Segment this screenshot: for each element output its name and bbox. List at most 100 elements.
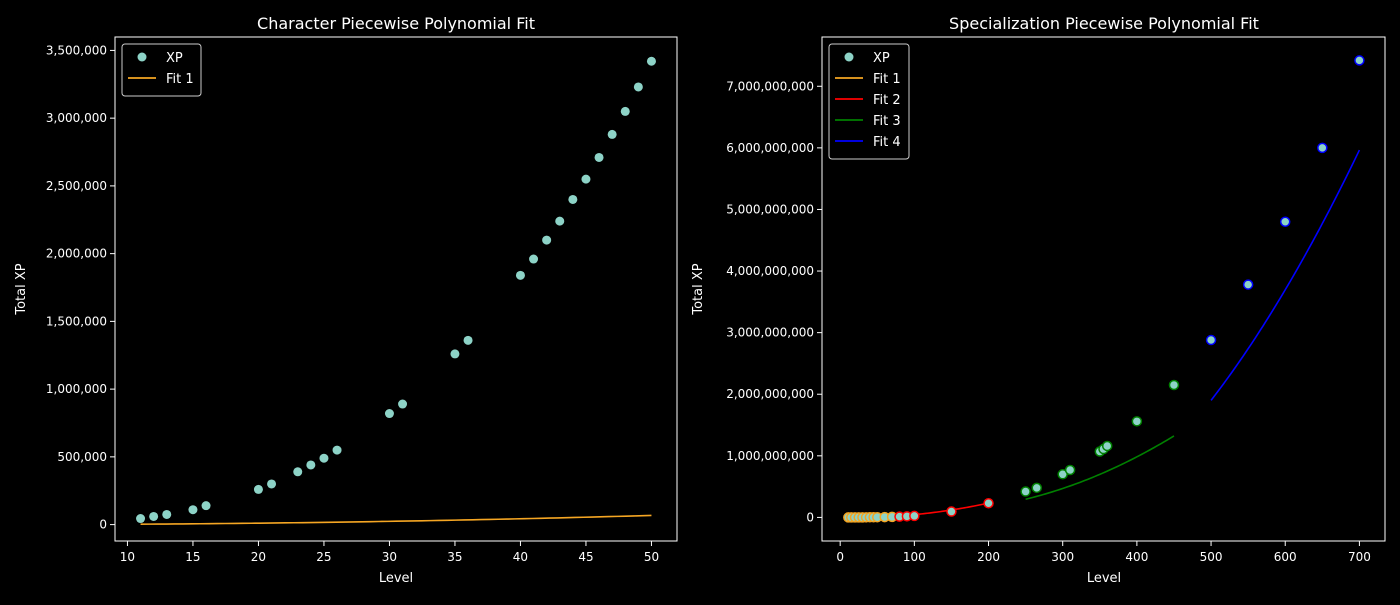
data-point [1205, 334, 1217, 346]
x-tick-label: 500 [1200, 550, 1223, 564]
chart-title: Specialization Piecewise Polynomial Fit [949, 14, 1259, 33]
data-point [450, 349, 460, 359]
data-point [581, 174, 591, 184]
data-point [1020, 486, 1031, 497]
y-tick-label: 0 [99, 518, 107, 532]
data-point [646, 56, 656, 66]
data-point [983, 497, 994, 509]
data-point [1101, 440, 1113, 452]
legend-label-xp: XP [873, 51, 890, 66]
x-tick-label: 30 [382, 550, 397, 564]
specialization-chart: Specialization Piecewise Polynomial Fit … [691, 14, 1386, 586]
fit-line-fit-1 [140, 514, 652, 525]
data-point [568, 194, 578, 204]
x-axis-label: Level [1087, 571, 1121, 586]
fit-line-fit-4 [1210, 149, 1361, 401]
data-point [1064, 464, 1076, 476]
y-tick-label: 1,000,000 [46, 382, 107, 396]
y-tick-label: 0 [806, 510, 814, 524]
x-tick-label: 0 [836, 550, 844, 564]
legend-marker-xp [137, 52, 147, 62]
fit-line-fit-3 [1025, 435, 1175, 501]
x-tick-label: 600 [1274, 550, 1297, 564]
legend-label: Fit 3 [873, 114, 901, 129]
data-point [529, 254, 539, 264]
data-point [188, 505, 198, 515]
x-tick-label: 25 [316, 550, 331, 564]
x-tick-label: 700 [1348, 550, 1371, 564]
y-axis-label: Total XP [691, 263, 706, 315]
character-chart: Character Piecewise Polynomial Fit Level… [14, 14, 678, 586]
data-point [293, 467, 303, 477]
data-point [1242, 279, 1254, 290]
data-point [332, 445, 342, 455]
legend-label: Fit 4 [873, 135, 901, 150]
data-point [594, 152, 604, 162]
x-tick-label: 20 [251, 550, 266, 564]
data-point [1354, 55, 1365, 66]
data-point [607, 129, 617, 139]
x-tick-label: 15 [185, 550, 200, 564]
plot-frame [114, 36, 678, 542]
plot-frame [821, 36, 1386, 542]
y-tick-label: 6,000,000,000 [726, 141, 814, 155]
legend: XP Fit 1 Fit 2 Fit 3 Fit 4 [828, 43, 910, 160]
data-point [384, 409, 394, 419]
data-point [555, 216, 565, 226]
data-point [1031, 482, 1042, 494]
y-tick-label: 500,000 [57, 450, 107, 464]
x-tick-label: 40 [513, 550, 528, 564]
legend-label: Fit 1 [873, 72, 901, 87]
y-tick-label: 4,000,000,000 [726, 264, 814, 278]
data-point [463, 335, 473, 345]
legend-marker-xp [844, 52, 854, 62]
data-point [398, 399, 408, 409]
data-point [633, 82, 643, 92]
x-tick-label: 100 [903, 550, 926, 564]
data-point [1317, 142, 1328, 154]
y-tick-label: 1,000,000,000 [726, 449, 814, 463]
legend-box [828, 43, 910, 160]
y-tick-label: 3,000,000,000 [726, 326, 814, 340]
legend-label: Fit 1 [166, 72, 194, 87]
y-axis-label: Total XP [14, 263, 29, 315]
data-point [542, 235, 552, 245]
y-tick-label: 2,500,000 [46, 179, 107, 193]
data-point [162, 509, 172, 519]
data-point [1168, 379, 1180, 391]
y-tick-label: 3,000,000 [46, 111, 107, 125]
data-point [267, 479, 277, 489]
y-tick-label: 5,000,000,000 [726, 202, 814, 216]
x-tick-label: 45 [578, 550, 593, 564]
data-point [306, 460, 316, 470]
chart-title: Character Piecewise Polynomial Fit [257, 14, 535, 33]
data-point [909, 510, 920, 522]
data-point [201, 501, 211, 511]
y-tick-label: 1,500,000 [46, 314, 107, 328]
data-point [515, 270, 525, 280]
x-tick-label: 400 [1125, 550, 1148, 564]
data-point [620, 106, 630, 116]
x-tick-label: 50 [644, 550, 659, 564]
y-tick-label: 3,500,000 [46, 43, 107, 57]
x-tick-label: 35 [447, 550, 462, 564]
x-tick-label: 200 [977, 550, 1000, 564]
y-tick-label: 2,000,000,000 [726, 387, 814, 401]
data-point [136, 514, 146, 524]
legend-box [121, 43, 202, 97]
x-tick-label: 300 [1051, 550, 1074, 564]
x-axis-label: Level [379, 571, 413, 586]
y-tick-label: 2,000,000 [46, 247, 107, 261]
data-point [1131, 416, 1143, 427]
data-point [1279, 216, 1291, 228]
data-point [946, 506, 957, 517]
legend-label: Fit 2 [873, 93, 901, 108]
y-tick-label: 7,000,000,000 [726, 79, 814, 93]
data-point [319, 453, 329, 463]
x-tick-label: 10 [120, 550, 135, 564]
data-point [253, 484, 263, 494]
legend-label-xp: XP [166, 51, 183, 66]
legend: XP Fit 1 [121, 43, 202, 97]
data-point [149, 511, 159, 521]
